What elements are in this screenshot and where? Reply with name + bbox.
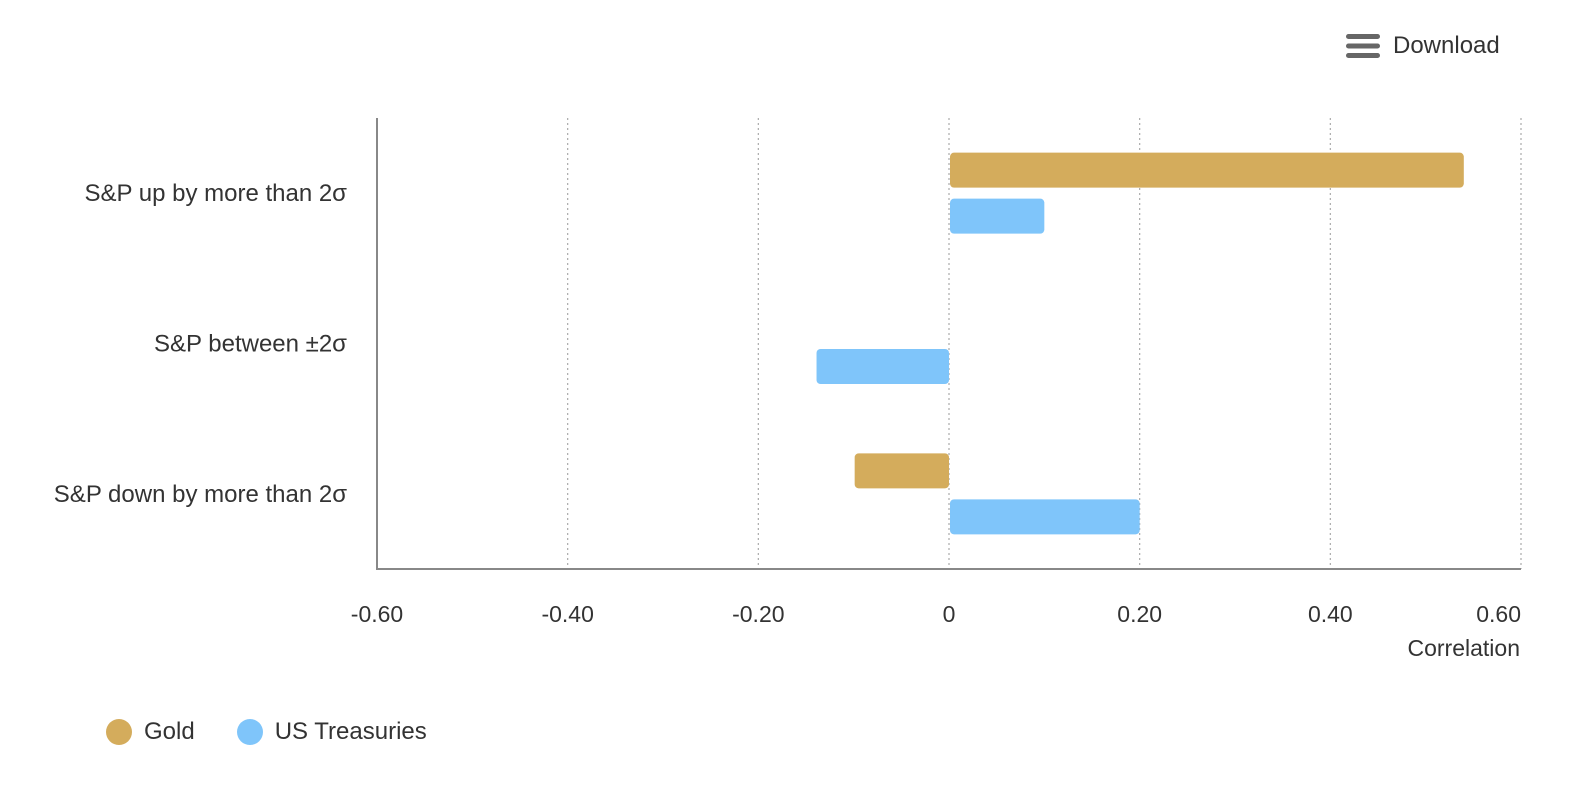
x-tick-labels: -0.60 -0.40 -0.20 0 0.20 0.40 0.60 — [351, 601, 1521, 627]
legend-swatch-us-treasuries — [236, 719, 263, 745]
bar-gold-3[interactable] — [854, 453, 949, 489]
x-tick-label-0-40: -0.40 — [541, 601, 593, 627]
x-tick-label-0: 0 — [943, 601, 956, 627]
x-tick-label-0-20: -0.20 — [732, 601, 784, 627]
bar-us-treasuries-1[interactable] — [950, 198, 1045, 234]
x-axis-title: Correlation — [1408, 635, 1521, 661]
bars — [816, 152, 1464, 535]
grid-lines — [567, 118, 1522, 569]
bar-us-treasuries-2[interactable] — [816, 349, 949, 384]
menu-icon — [1346, 34, 1380, 58]
legend: Gold US Treasuries — [106, 718, 469, 746]
legend-item-us-treasuries[interactable]: US Treasuries — [236, 718, 427, 746]
bar-us-treasuries-3[interactable] — [950, 499, 1140, 535]
legend-label-us-treasuries: US Treasuries — [274, 718, 427, 745]
x-tick-label-0-60: -0.60 — [351, 601, 403, 627]
category-label-1: S&P up by more than 2σ — [84, 180, 347, 207]
legend-item-gold[interactable]: Gold — [106, 718, 195, 746]
legend-swatch-gold — [106, 719, 132, 745]
category-label-3: S&P down by more than 2σ — [54, 481, 347, 508]
legend-label-gold: Gold — [144, 718, 195, 745]
x-tick-label-0-20: 0.20 — [1117, 601, 1162, 627]
category-label-2: S&P between ±2σ — [154, 331, 347, 358]
x-tick-label-0-60: 0.60 — [1476, 601, 1521, 627]
x-tick-label-0-40: 0.40 — [1308, 601, 1353, 627]
axes — [376, 118, 1521, 570]
bar-gold-1[interactable] — [950, 152, 1464, 188]
category-labels: S&P up by more than 2σ S&P between ±2σ S&P… — [54, 180, 347, 508]
download-button[interactable]: Download — [1346, 26, 1526, 66]
download-label: Download — [1393, 32, 1500, 59]
